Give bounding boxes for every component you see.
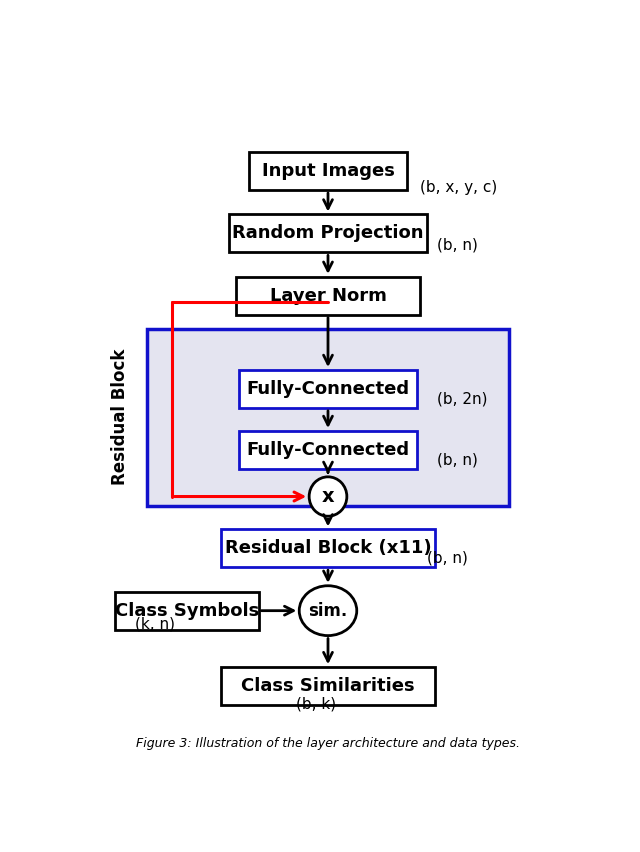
- Text: sim.: sim.: [308, 602, 348, 619]
- Text: x: x: [322, 487, 334, 506]
- Ellipse shape: [300, 585, 356, 636]
- Text: Random Projection: Random Projection: [232, 224, 424, 243]
- Text: Fully-Connected: Fully-Connected: [246, 380, 410, 398]
- Text: (k, n): (k, n): [134, 616, 175, 631]
- FancyBboxPatch shape: [221, 667, 435, 705]
- FancyBboxPatch shape: [248, 153, 407, 190]
- Text: Fully-Connected: Fully-Connected: [246, 441, 410, 459]
- Text: (b, x, y, c): (b, x, y, c): [420, 180, 497, 195]
- FancyBboxPatch shape: [221, 529, 435, 567]
- FancyBboxPatch shape: [229, 215, 428, 252]
- Text: Figure 3: Illustration of the layer architecture and data types.: Figure 3: Illustration of the layer arch…: [136, 737, 520, 751]
- FancyBboxPatch shape: [236, 277, 420, 314]
- Text: Residual Block: Residual Block: [111, 349, 129, 486]
- Text: Class Similarities: Class Similarities: [241, 677, 415, 695]
- FancyBboxPatch shape: [239, 370, 417, 408]
- Text: Class Symbols: Class Symbols: [115, 602, 259, 619]
- Text: Residual Block (x11): Residual Block (x11): [225, 539, 431, 557]
- Text: (b, n): (b, n): [437, 237, 478, 252]
- Text: (b, n): (b, n): [428, 550, 468, 566]
- Text: (b, 2n): (b, 2n): [437, 391, 488, 406]
- Text: (b, n): (b, n): [437, 452, 478, 467]
- Text: (b, k): (b, k): [296, 696, 336, 711]
- FancyBboxPatch shape: [239, 431, 417, 469]
- Ellipse shape: [309, 477, 347, 516]
- FancyBboxPatch shape: [115, 591, 259, 630]
- Text: Input Images: Input Images: [262, 162, 394, 180]
- FancyBboxPatch shape: [147, 329, 509, 506]
- Text: Layer Norm: Layer Norm: [269, 287, 387, 305]
